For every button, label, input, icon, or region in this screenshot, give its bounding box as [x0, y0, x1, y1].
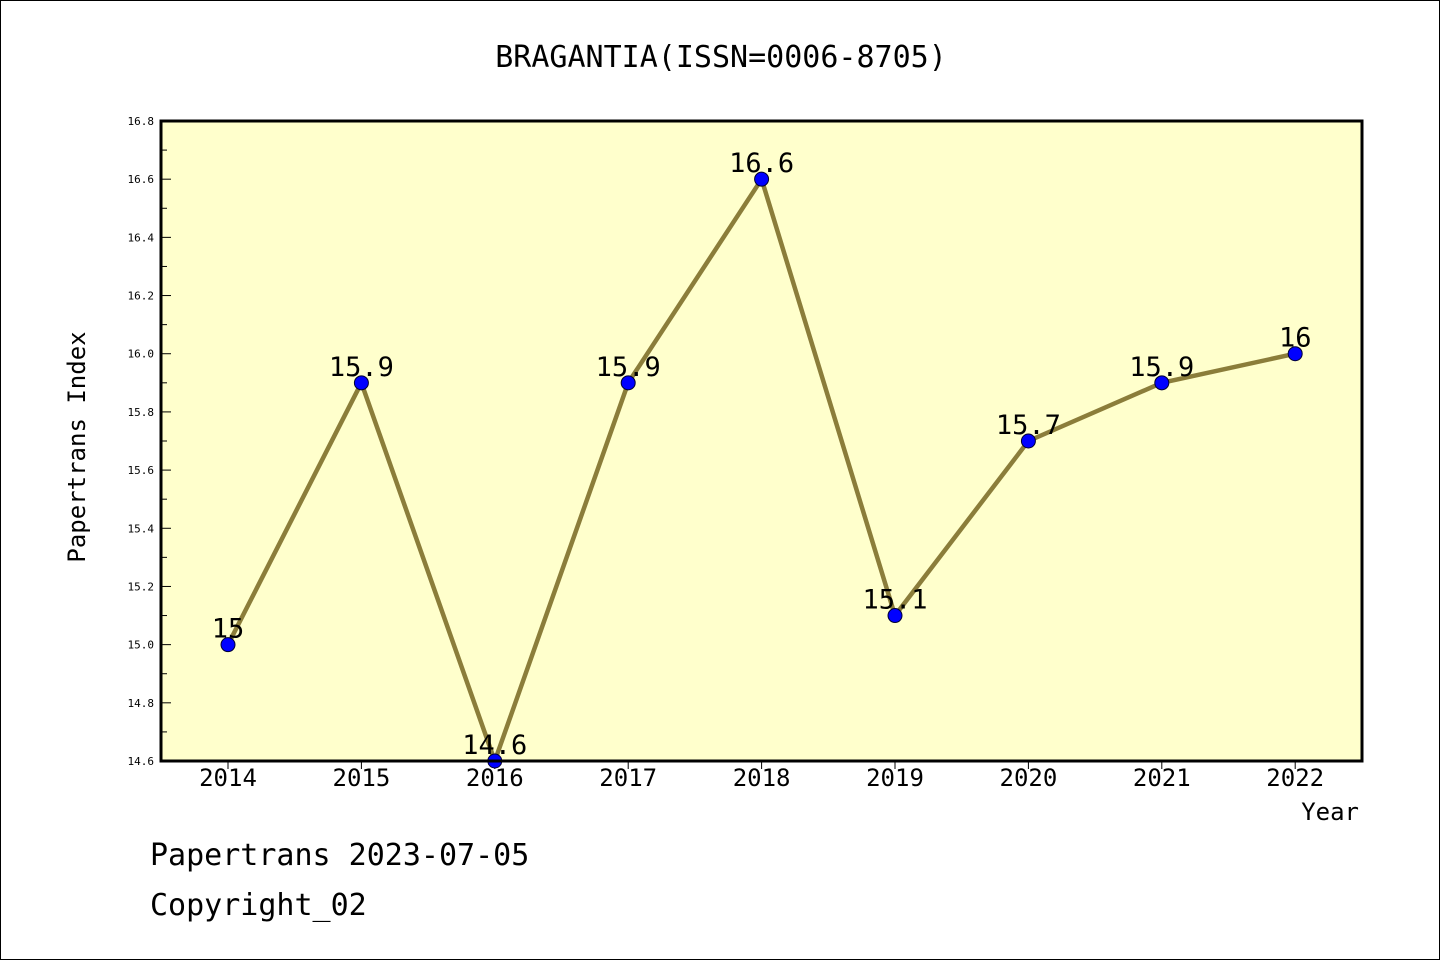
- data-label: 15.9: [329, 352, 394, 383]
- y-tick-label: 16.0: [128, 348, 155, 361]
- x-tick-label: 2020: [1000, 764, 1058, 792]
- data-label: 14.6: [462, 730, 527, 761]
- data-point: [620, 375, 636, 391]
- x-axis-label: Year: [1301, 798, 1359, 826]
- footer-copyright: Copyright_02: [150, 888, 367, 923]
- data-label: 15.9: [1129, 352, 1194, 383]
- y-tick-label: 15.0: [128, 639, 155, 652]
- data-label: 15: [212, 614, 245, 645]
- data-label: 16: [1279, 323, 1312, 354]
- data-point: [220, 637, 236, 653]
- data-point: [1154, 375, 1170, 391]
- data-point: [1287, 346, 1303, 362]
- y-tick-label: 15.4: [128, 522, 155, 535]
- x-tick-label: 2016: [466, 764, 524, 792]
- plot-area: [161, 121, 1362, 761]
- data-label: 16.6: [729, 148, 794, 179]
- data-point: [353, 375, 369, 391]
- x-tick-label: 2021: [1133, 764, 1191, 792]
- x-axis: 2014 2015 2016 2017 2018 2019 2020 2021 2022: [199, 761, 1324, 792]
- data-point: [887, 608, 903, 624]
- data-label: 15.9: [596, 352, 661, 383]
- data-label: 15.1: [862, 585, 927, 616]
- y-tick-label: 15.8: [128, 406, 155, 419]
- footer-date: Papertrans 2023-07-05: [150, 838, 529, 873]
- chart-title: BRAGANTIA(ISSN=0006-8705): [495, 40, 947, 75]
- data-point: [754, 171, 770, 187]
- data-label: 15.7: [996, 410, 1061, 441]
- x-tick-label: 2018: [733, 764, 791, 792]
- y-tick-label: 15.6: [128, 464, 155, 477]
- plot-border: [159, 119, 1364, 763]
- x-tick-label: 2022: [1266, 764, 1324, 792]
- y-axis: 14.6 14.8 15.0 15.2 15.4 15.6 15.8 16.0 16.2 16.4…: [128, 115, 171, 768]
- y-axis-label: Papertrans Index: [63, 331, 91, 562]
- y-tick-label: 16.2: [128, 290, 155, 303]
- x-tick-label: 2015: [333, 764, 391, 792]
- x-tick-label: 2017: [599, 764, 657, 792]
- data-labels: 15 15.9 14.6 15.9 16.6 15.1 15.7 15.9 16: [212, 148, 1312, 761]
- y-tick-label: 14.8: [128, 697, 155, 710]
- y-tick-label: 14.6: [128, 755, 155, 768]
- x-tick-label: 2014: [199, 764, 257, 792]
- y-tick-label: 15.2: [128, 580, 155, 593]
- data-point: [1020, 433, 1036, 449]
- series-papertrans-index: [220, 171, 1303, 769]
- y-tick-label: 16.8: [128, 115, 155, 128]
- y-tick-label: 16.6: [128, 173, 155, 186]
- x-tick-label: 2019: [866, 764, 924, 792]
- y-tick-label: 16.4: [128, 231, 155, 244]
